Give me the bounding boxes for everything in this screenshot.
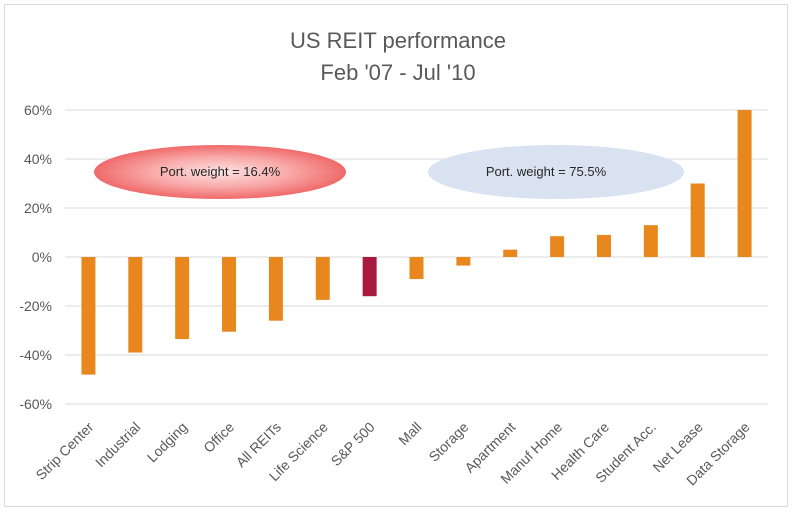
bar (596, 234, 611, 257)
x-tick-label: Office (200, 419, 237, 456)
chart-title: US REIT performance (290, 28, 506, 53)
y-tick-label: 20% (24, 200, 52, 216)
x-tick-label: Storage (425, 419, 471, 465)
bar (128, 257, 143, 353)
bar (503, 249, 518, 257)
annotation-left-text: Port. weight = 16.4% (160, 164, 281, 179)
bar (643, 225, 658, 257)
bar (268, 257, 283, 321)
y-tick-label: -60% (19, 396, 52, 412)
x-tick-label: Mall (395, 419, 424, 448)
bar (409, 257, 424, 280)
bar (550, 236, 565, 257)
bar (690, 183, 705, 257)
chart-subtitle: Feb '07 - Jul '10 (320, 60, 475, 85)
y-tick-label: 60% (24, 102, 52, 118)
x-tick-label: Lodging (144, 419, 191, 466)
x-tick-label: S&P 500 (328, 419, 378, 469)
bar (315, 257, 330, 300)
y-tick-label: 0% (32, 249, 52, 265)
y-tick-label: -40% (19, 347, 52, 363)
x-tick-label: Strip Center (32, 419, 96, 483)
annotation-ellipse-left (94, 145, 346, 199)
annotation-right-text: Port. weight = 75.5% (486, 164, 607, 179)
annotation-ellipse-right (428, 145, 684, 199)
x-tick-label: Industrial (92, 419, 143, 470)
bar (456, 257, 471, 266)
bar (222, 257, 237, 332)
bar (362, 257, 377, 297)
y-tick-label: -20% (19, 298, 52, 314)
y-tick-label: 40% (24, 151, 52, 167)
y-axis-ticks: 60% 40% 20% 0% -20% -40% -60% (19, 102, 52, 412)
bar (81, 257, 96, 375)
bar (175, 257, 190, 340)
bar (737, 110, 752, 257)
bars (81, 110, 752, 375)
